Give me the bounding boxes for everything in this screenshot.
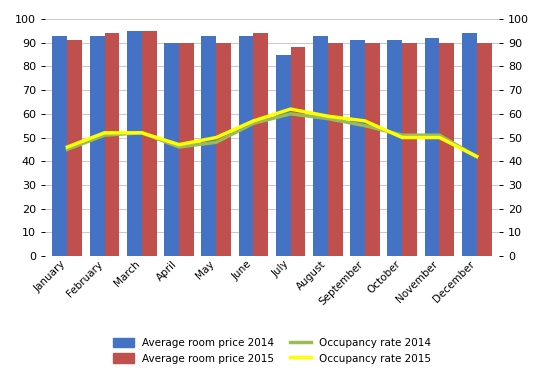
Bar	[52, 36, 67, 256]
Bar	[328, 43, 343, 256]
Bar	[142, 31, 157, 256]
Bar	[350, 40, 365, 256]
Bar	[254, 33, 268, 256]
Bar	[313, 36, 328, 256]
Bar	[127, 31, 142, 256]
Bar	[164, 43, 179, 256]
Bar	[440, 43, 454, 256]
Bar	[179, 43, 194, 256]
Bar	[462, 33, 477, 256]
Bar	[402, 43, 417, 256]
Bar	[67, 40, 82, 256]
Bar	[276, 55, 290, 256]
Bar	[201, 36, 216, 256]
Bar	[238, 36, 254, 256]
Bar	[290, 47, 306, 256]
Bar	[365, 43, 380, 256]
Bar	[90, 36, 104, 256]
Legend: Average room price 2014, Average room price 2015, Occupancy rate 2014, Occupancy: Average room price 2014, Average room pr…	[108, 333, 436, 369]
Bar	[477, 43, 492, 256]
Bar	[387, 40, 402, 256]
Bar	[216, 43, 231, 256]
Bar	[424, 38, 440, 256]
Bar	[104, 33, 120, 256]
